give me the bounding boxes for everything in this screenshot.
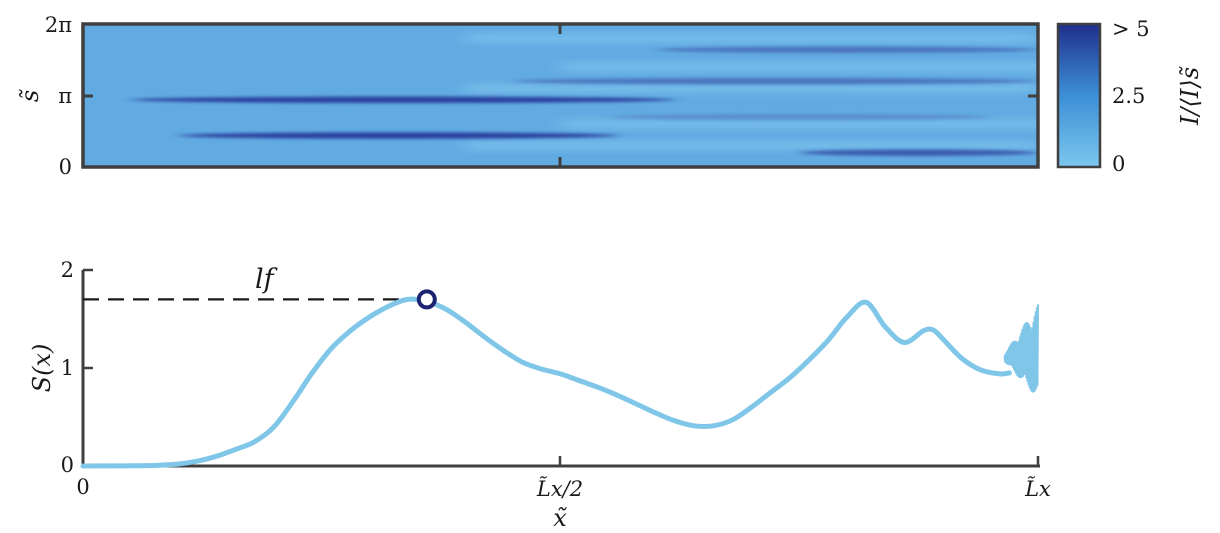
heatmap-light-streak [465,34,1038,43]
colorbar-tick-min: 0 [1112,152,1125,176]
heatmap-ytick-0: 0 [59,155,72,179]
heatmap-light-streak [560,62,1038,71]
colorbar-tick-mid: 2.5 [1112,84,1145,108]
x-axis-label: x̃ [553,504,567,532]
y-axis-label: S(x) [28,344,56,393]
colorbar-tick-max: > 5 [1112,17,1150,41]
ytick-1: 1 [61,356,74,380]
heatmap-band-5 [608,113,991,121]
ytick-0: 0 [61,453,74,477]
heatmap-band-4 [799,149,1038,156]
heatmap-band-1 [178,132,618,139]
heatmap-light-streak [465,84,1038,93]
heatmap-light-streak [465,141,1038,150]
heatmap-band-2 [512,78,1038,85]
heatmap-ylabel: s̃ [16,89,44,103]
series-noisy-tail [1003,304,1039,393]
ytick-2: 2 [61,258,74,282]
series-line [80,296,1012,469]
heatmap-band-0 [130,96,676,103]
xtick-half: L̃x/2 [536,477,583,501]
colorbar-label: I/⟨I⟩s̃ [1176,66,1204,126]
reference-label: lf [255,264,278,295]
heatmap-band-3 [656,46,1038,53]
heatmap-bands [130,34,1038,156]
colorbar: > 5 2.5 0 I/⟨I⟩s̃ [1056,17,1204,176]
colorbar-gradient [1056,22,1102,169]
peak-marker [416,289,437,310]
xtick-0: 0 [76,475,89,499]
heatmap-ytick-2pi: 2π [45,13,72,37]
heatmap-panel: 0 π 2π s̃ [16,13,1040,179]
heatmap-light-streak [560,120,1038,129]
heatmap-ytick-pi: π [58,84,72,108]
line-panel: 2 1 0 0 L̃x/2 L̃x x̃ S(x) lf [28,258,1051,532]
xtick-end: L̃x [1024,477,1051,501]
